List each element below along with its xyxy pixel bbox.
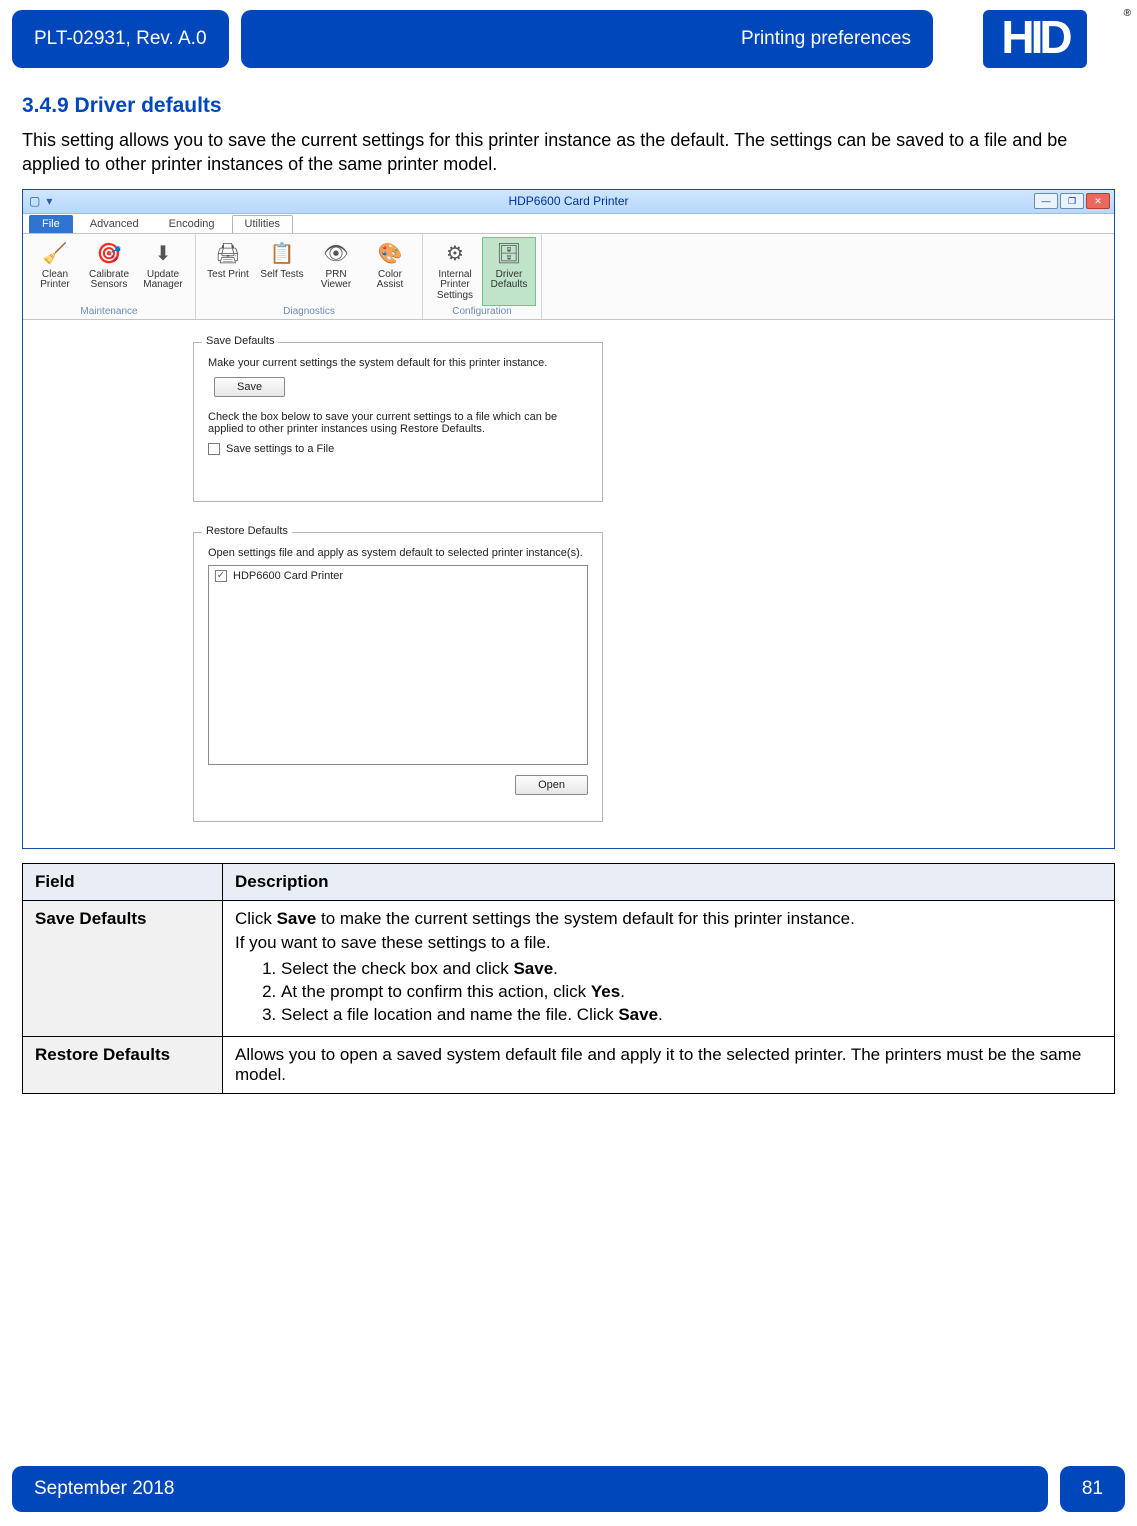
ribbon-item[interactable]: 🖨 Test Print bbox=[202, 238, 254, 305]
section-heading: 3.4.9 Driver defaults bbox=[22, 94, 1115, 118]
doc-id-pill: PLT-02931, Rev. A.0 bbox=[12, 10, 229, 68]
restore-defaults-legend: Restore Defaults bbox=[202, 525, 292, 537]
app-icon: ▢ bbox=[29, 194, 40, 208]
ribbon-item-label: Clean Printer bbox=[29, 270, 81, 291]
table-field-cell: Restore Defaults bbox=[23, 1036, 223, 1093]
ribbon-item[interactable]: ⬇Update Manager bbox=[137, 238, 189, 305]
ribbon-item-label: Color Assist bbox=[364, 270, 416, 291]
ribbon-item-icon: 📋 bbox=[268, 240, 296, 268]
breadcrumb-pill: Printing preferences bbox=[241, 10, 933, 68]
field-description-table: Field Description Save DefaultsClick Sav… bbox=[22, 863, 1115, 1094]
ribbon-item-label: Test Print bbox=[207, 270, 249, 281]
ribbon-body: 🧹Clean Printer🎯Calibrate Sensors⬇Update … bbox=[23, 234, 1114, 320]
ribbon-item[interactable]: ⚙Internal Printer Settings bbox=[429, 238, 481, 305]
footer-page: 81 bbox=[1060, 1466, 1125, 1512]
ribbon-item-icon: 🧹 bbox=[41, 240, 69, 268]
page-header: PLT-02931, Rev. A.0 Printing preferences… bbox=[0, 0, 1137, 68]
ribbon-item-label: PRN Viewer bbox=[310, 270, 362, 291]
ribbon-group-caption: Maintenance bbox=[29, 305, 189, 319]
restore-defaults-group: Restore Defaults Open settings file and … bbox=[193, 532, 603, 822]
maximize-button[interactable]: ❐ bbox=[1060, 193, 1084, 209]
ribbon-item-icon: ⬇ bbox=[149, 240, 177, 268]
save-defaults-text2: Check the box below to save your current… bbox=[208, 411, 588, 435]
save-to-file-checkbox[interactable] bbox=[208, 443, 220, 455]
save-defaults-text1: Make your current settings the system de… bbox=[208, 357, 588, 369]
registered-mark: ® bbox=[1124, 8, 1131, 19]
list-item[interactable]: ✓ HDP6600 Card Printer bbox=[215, 570, 581, 582]
table-desc-cell: Click Save to make the current settings … bbox=[223, 900, 1115, 1036]
ribbon-group-caption: Diagnostics bbox=[202, 305, 416, 319]
ribbon-item-label: Update Manager bbox=[137, 270, 189, 291]
hid-logo-text: HID bbox=[983, 10, 1086, 68]
table-field-cell: Save Defaults bbox=[23, 900, 223, 1036]
ribbon-item[interactable]: 🎨Color Assist bbox=[364, 238, 416, 305]
save-button[interactable]: Save bbox=[214, 377, 285, 397]
restore-defaults-text1: Open settings file and apply as system d… bbox=[208, 547, 588, 559]
table-desc-cell: Allows you to open a saved system defaul… bbox=[223, 1036, 1115, 1093]
qat-dropdown-icon[interactable]: ▾ bbox=[46, 194, 52, 208]
ribbon-item[interactable]: 👁PRN Viewer bbox=[310, 238, 362, 305]
printer-list[interactable]: ✓ HDP6600 Card Printer bbox=[208, 565, 588, 765]
ribbon-group-caption: Configuration bbox=[429, 305, 535, 319]
ribbon-item-label: Driver Defaults bbox=[483, 270, 535, 291]
printer-list-label: HDP6600 Card Printer bbox=[233, 570, 343, 582]
printer-checkbox[interactable]: ✓ bbox=[215, 570, 227, 582]
tab-encoding[interactable]: Encoding bbox=[156, 215, 228, 233]
tab-file[interactable]: File bbox=[29, 215, 73, 233]
ribbon-item-label: Calibrate Sensors bbox=[83, 270, 135, 291]
page-footer: September 2018 81 bbox=[12, 1466, 1125, 1512]
brand-logo: ® HID bbox=[945, 10, 1125, 68]
close-button[interactable]: ✕ bbox=[1086, 193, 1110, 209]
minimize-button[interactable]: — bbox=[1034, 193, 1058, 209]
ribbon-item[interactable]: 🎯Calibrate Sensors bbox=[83, 238, 135, 305]
ribbon-group-diagnostics: 🖨Test Print📋Self Tests👁PRN Viewer🎨Color … bbox=[196, 234, 423, 319]
section-intro: This setting allows you to save the curr… bbox=[22, 128, 1115, 177]
ribbon-item-icon: 🎨 bbox=[376, 240, 404, 268]
window-titlebar: ▢ ▾ HDP6600 Card Printer — ❐ ✕ bbox=[23, 190, 1114, 214]
ribbon-item-label: Internal Printer Settings bbox=[429, 270, 481, 302]
ribbon-item[interactable]: 📋 Self Tests bbox=[256, 238, 308, 305]
tab-advanced[interactable]: Advanced bbox=[77, 215, 152, 233]
open-button[interactable]: Open bbox=[515, 775, 588, 795]
ribbon-item-icon: ⚙ bbox=[441, 240, 469, 268]
save-defaults-legend: Save Defaults bbox=[202, 335, 278, 347]
ribbon-item[interactable]: 🧹Clean Printer bbox=[29, 238, 81, 305]
ribbon-group-configuration: ⚙Internal Printer Settings🗄Driver Defaul… bbox=[423, 234, 542, 319]
ribbon-item-icon: 🗄 bbox=[495, 240, 523, 268]
save-defaults-group: Save Defaults Make your current settings… bbox=[193, 342, 603, 502]
window-title: HDP6600 Card Printer bbox=[508, 194, 628, 208]
ribbon-item-icon: 👁 bbox=[322, 240, 350, 268]
footer-date: September 2018 bbox=[12, 1466, 1048, 1512]
app-window: ▢ ▾ HDP6600 Card Printer — ❐ ✕ File Adva… bbox=[22, 189, 1115, 849]
ribbon-group-maintenance: 🧹Clean Printer🎯Calibrate Sensors⬇Update … bbox=[23, 234, 196, 319]
ribbon-item-icon: 🖨 bbox=[214, 240, 242, 268]
save-to-file-label: Save settings to a File bbox=[226, 443, 334, 455]
ribbon-item-icon: 🎯 bbox=[95, 240, 123, 268]
col-field: Field bbox=[23, 863, 223, 900]
ribbon-item[interactable]: 🗄Driver Defaults bbox=[483, 238, 535, 305]
ribbon-tabs: File Advanced Encoding Utilities bbox=[23, 214, 1114, 234]
col-description: Description bbox=[223, 863, 1115, 900]
ribbon-item-label: Self Tests bbox=[260, 270, 303, 281]
tab-utilities[interactable]: Utilities bbox=[232, 215, 293, 233]
